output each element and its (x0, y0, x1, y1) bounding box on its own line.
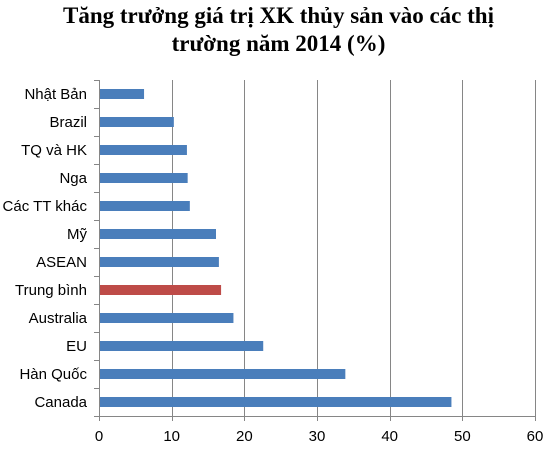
bar (100, 285, 222, 295)
category-label: Hàn Quốc (19, 366, 87, 383)
x-tick-label: 60 (527, 428, 544, 445)
category-label: Australia (29, 310, 88, 327)
bar (100, 229, 216, 239)
bar (100, 397, 452, 407)
x-tick-label: 40 (381, 428, 398, 445)
category-label: Các TT khác (3, 198, 88, 215)
category-label: EU (66, 338, 87, 355)
x-tick-label: 20 (236, 428, 253, 445)
category-label: Mỹ (67, 226, 87, 243)
category-label: TQ và HK (21, 142, 87, 159)
bar (100, 145, 187, 155)
bar (100, 89, 145, 99)
bar (100, 173, 188, 183)
chart-title-line-2: trường năm 2014 (%) (171, 31, 386, 56)
category-label: Brazil (49, 114, 87, 131)
bar (100, 201, 190, 211)
chart-title-line-1: Tăng trưởng giá trị XK thủy sản vào các … (63, 3, 494, 28)
category-label: Trung bình (15, 282, 87, 299)
bar (100, 313, 234, 323)
bar (100, 341, 264, 351)
bar (100, 257, 219, 267)
x-tick-label: 0 (95, 428, 103, 445)
category-label: ASEAN (36, 254, 87, 271)
bar (100, 117, 174, 127)
category-label: Nhật Bản (24, 86, 87, 103)
category-label: Nga (59, 170, 87, 187)
x-tick-label: 10 (163, 428, 180, 445)
category-label: Canada (34, 394, 87, 411)
chart-title: Tăng trưởng giá trị XK thủy sản vào các … (0, 2, 557, 58)
x-tick-label: 30 (309, 428, 326, 445)
x-tick-label: 50 (454, 428, 471, 445)
bar (100, 369, 346, 379)
